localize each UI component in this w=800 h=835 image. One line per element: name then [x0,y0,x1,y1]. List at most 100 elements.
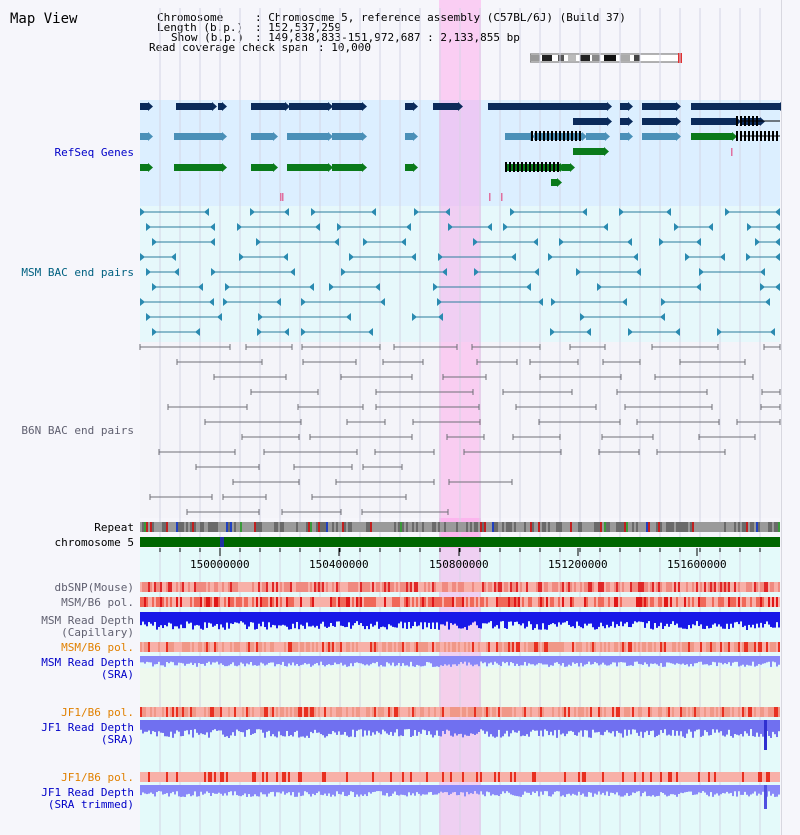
polymorphism-cell [394,707,396,717]
polymorphism-cell [484,707,486,717]
polymorphism-cell [598,642,600,652]
polymorphism-cell [346,582,348,592]
polymorphism-cell [618,582,620,592]
polymorphism-cell [162,707,164,717]
read-depth-bar [148,656,150,663]
repeat-segment [540,522,542,532]
read-depth-bar [302,656,304,665]
polymorphism-cell [362,707,364,717]
repeat-segment [180,522,182,532]
repeat-segment [534,522,536,532]
track-label-jf1-read-depth-trim[interactable]: JF1 Read Depth [41,786,134,799]
gene-feature [287,133,328,140]
polymorphism-cell [558,707,560,717]
track-label-msm-read-depth-cap[interactable]: MSM Read Depth [41,614,134,627]
polymorphism-cell [532,582,534,592]
track-label-jf1-b6-pol-2[interactable]: JF1/B6 pol. [61,771,134,784]
bac-end-marker [140,208,145,216]
track-label-dbsnp[interactable]: dbSNP(Mouse) [54,581,134,594]
track-label-b6n-bac[interactable]: B6N BAC end pairs [21,424,134,437]
read-depth-bar [514,720,516,733]
polymorphism-cell [690,597,692,607]
bac-end-marker [576,268,581,276]
track-label-msm-b6-pol-2[interactable]: MSM/B6 pol. [61,641,134,654]
repeat-segment [482,522,484,532]
polymorphism-cell [732,707,734,717]
polymorphism-cell [246,582,248,592]
polymorphism-cell [450,642,452,652]
repeat-segment [614,522,616,532]
polymorphism-cell [196,642,198,652]
read-depth-bar [542,720,544,737]
read-depth-bar [566,785,568,795]
exon-tick [736,131,738,141]
polymorphism-cell [572,642,574,652]
read-depth-bar [522,656,524,666]
polymorphism-cell [658,597,660,607]
repeat-segment [572,522,574,532]
track-label-msm-b6-pol-1[interactable]: MSM/B6 pol. [61,596,134,609]
read-depth-bar [176,656,178,666]
read-depth-bar [210,656,212,665]
polymorphism-cell [700,772,702,782]
polymorphism-cell [348,772,350,782]
polymorphism-cell [714,582,716,592]
read-depth-bar [456,656,458,666]
repeat-segment [576,522,578,532]
polymorphism-cell [560,582,562,592]
polymorphism-cell [370,642,372,652]
track-label-repeat[interactable]: Repeat [94,521,134,534]
polymorphism-cell [692,642,694,652]
read-depth-bar [488,720,490,737]
polymorphism-cell [634,707,636,717]
read-depth-bar [160,656,162,666]
polymorphism-cell [640,707,642,717]
read-depth-bar [664,656,666,667]
polymorphism-cell [442,582,444,592]
repeat-segment [204,522,206,532]
polymorphism-cell [700,582,702,592]
read-depth-bar [314,656,316,664]
polymorphism-cell [240,772,242,782]
polymorphism-cell [294,707,296,717]
read-depth-bar [182,720,184,736]
track-label-msm-bac[interactable]: MSM BAC end pairs [21,266,134,279]
polymorphism-cell [638,642,640,652]
polymorphism-cell [626,772,628,782]
track-label-jf1-read-depth-sra[interactable]: JF1 Read Depth [41,721,134,734]
polymorphism-cell [420,597,422,607]
polymorphism-cell [186,707,188,717]
read-depth-bar [222,612,224,628]
repeat-segment [748,522,750,532]
polymorphism-cell [702,707,704,717]
polymorphism-cell [458,597,460,607]
polymorphism-cell [592,597,594,607]
polymorphism-cell [718,582,720,592]
bac-end-marker [775,283,780,291]
read-depth-bar [184,656,186,666]
polymorphism-cell [496,707,498,717]
track-label-chromosome[interactable]: chromosome 5 [54,536,134,549]
read-depth-bar [704,720,706,731]
polymorphism-cell [604,707,606,717]
track-label-refseq[interactable]: RefSeq Genes [54,146,134,159]
bac-end-marker [171,253,176,261]
read-depth-bar [318,720,320,733]
polymorphism-cell [704,582,706,592]
read-depth-bar [630,720,632,735]
right-edge-scrollbar[interactable] [781,0,800,835]
track-label-jf1-b6-pol-1[interactable]: JF1/B6 pol. [61,706,134,719]
polymorphism-cell [544,772,546,782]
polymorphism-cell [476,582,478,592]
polymorphism-cell [360,582,362,592]
read-depth-bar [436,785,438,795]
exon-tick [575,131,577,141]
read-depth-bar [612,656,614,663]
read-depth-bar [302,720,304,737]
polymorphism-cell [650,597,652,607]
read-depth-bar [704,656,706,665]
bac-end-marker [195,328,200,336]
track-label-msm-read-depth-sra[interactable]: MSM Read Depth [41,656,134,669]
polymorphism-cell [418,597,420,607]
